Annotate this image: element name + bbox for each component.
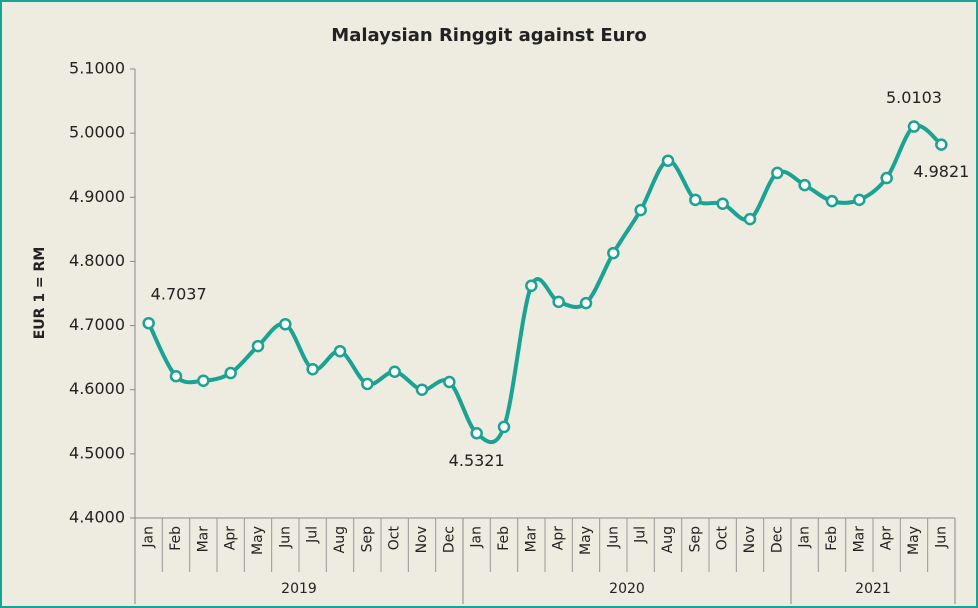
point	[497, 420, 511, 434]
point	[415, 383, 429, 396]
x-tick-label: May	[906, 526, 922, 555]
y-tick-label: 4.4000	[69, 508, 125, 527]
point	[907, 120, 921, 133]
x-tick-label: Jun	[277, 526, 293, 549]
y-tick-label: 4.7000	[69, 315, 125, 334]
x-tick-label: Jan	[141, 526, 157, 549]
x-tick-label: Aug	[660, 526, 676, 553]
point	[388, 365, 401, 379]
point	[552, 295, 565, 309]
point	[333, 344, 347, 358]
x-tick-label: Feb	[824, 526, 840, 551]
point	[853, 193, 866, 207]
x-tick-label: Dec	[441, 526, 457, 553]
x-tick-label: Jun	[605, 526, 621, 549]
point	[607, 246, 620, 260]
point	[142, 316, 155, 330]
x-tick-label: Nov	[742, 526, 758, 553]
point	[661, 154, 675, 167]
y-tick-label: 4.5000	[69, 443, 125, 462]
group-label: 2021	[855, 581, 891, 597]
point	[251, 339, 265, 353]
point	[579, 296, 593, 310]
x-tick-label: Jun	[933, 526, 949, 549]
y-axis-label: EUR 1 = RM	[32, 247, 48, 340]
point	[716, 197, 729, 210]
x-tick-label: Jan	[469, 526, 485, 549]
x-tick-label: Jan	[797, 526, 813, 549]
x-tick-label: Feb	[496, 526, 512, 551]
x-tick-label: Apr	[879, 526, 895, 550]
data-label: 4.5321	[449, 451, 505, 470]
x-tick-label: Mar	[195, 526, 211, 553]
x-tick-label: Oct	[387, 526, 403, 551]
point	[361, 377, 374, 391]
data-label: 5.0103	[886, 88, 942, 107]
x-tick-label: May	[250, 526, 266, 555]
x-tick-label: Sep	[687, 526, 703, 553]
x-tick-label: Aug	[332, 526, 348, 553]
x-tick-label: Dec	[769, 526, 785, 553]
y-tick-label: 4.8000	[69, 251, 125, 270]
x-tick-label: Jul	[633, 526, 649, 544]
x-tick-label: Apr	[223, 526, 239, 550]
point	[771, 166, 784, 180]
point	[798, 178, 811, 192]
x-tick-label: Oct	[715, 526, 731, 551]
x-tick-label: Nov	[414, 526, 430, 553]
point	[224, 366, 237, 380]
point	[880, 171, 893, 185]
point	[689, 193, 702, 207]
point	[470, 427, 483, 440]
y-tick-label: 4.6000	[69, 379, 125, 398]
x-tick-label: Jul	[305, 526, 321, 544]
x-tick-label: Apr	[551, 526, 567, 550]
point	[443, 375, 456, 389]
group-label: 2019	[281, 581, 317, 597]
data-label: 4.9821	[913, 162, 969, 181]
x-tick-label: May	[578, 526, 594, 555]
y-tick-label: 5.1000	[69, 59, 125, 78]
point	[306, 362, 319, 376]
point	[525, 279, 538, 293]
y-tick-label: 4.9000	[69, 187, 125, 206]
point	[634, 203, 647, 217]
group-label: 2020	[609, 581, 645, 597]
data-label: 4.7037	[151, 285, 207, 304]
point	[197, 374, 210, 387]
x-tick-label: Feb	[168, 526, 184, 551]
x-tick-label: Sep	[359, 526, 375, 553]
point	[743, 212, 757, 226]
point	[169, 369, 183, 383]
x-tick-label: Mar	[523, 526, 539, 553]
point	[825, 194, 839, 208]
point	[935, 138, 948, 151]
point	[279, 318, 292, 331]
y-tick-label: 5.0000	[69, 123, 125, 142]
x-tick-label: Mar	[851, 526, 867, 553]
chart-title: Malaysian Ringgit against Euro	[331, 25, 646, 46]
